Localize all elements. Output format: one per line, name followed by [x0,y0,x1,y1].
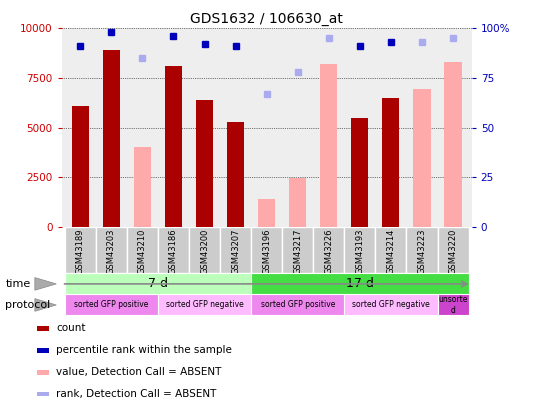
Bar [282,227,313,273]
Bar [65,273,251,294]
Bar [65,227,96,273]
Bar [413,89,430,227]
Bar [344,294,437,315]
Bar [251,294,344,315]
Text: GSM43193: GSM43193 [355,228,364,274]
Text: protocol: protocol [5,300,50,310]
Text: 7 d: 7 d [148,277,168,290]
Bar [444,62,461,227]
Text: sorted GFP negative: sorted GFP negative [352,301,430,309]
Text: value, Detection Call = ABSENT: value, Detection Call = ABSENT [56,367,222,377]
Bar [382,98,399,227]
Text: GSM43189: GSM43189 [76,228,85,274]
Text: 17 d: 17 d [346,277,374,290]
Text: GSM43196: GSM43196 [262,228,271,274]
Bar [36,348,49,353]
Bar [251,273,468,294]
Text: unsorte
d: unsorte d [438,295,468,315]
Bar [220,227,251,273]
Text: GSM43203: GSM43203 [107,228,116,274]
Bar [36,392,49,396]
Text: rank, Detection Call = ABSENT: rank, Detection Call = ABSENT [56,389,217,399]
Bar [158,227,189,273]
Bar [351,117,368,227]
Text: GSM43217: GSM43217 [293,228,302,274]
Text: GSM43223: GSM43223 [418,228,427,274]
Bar [134,147,151,227]
Bar [103,50,120,227]
Polygon shape [35,298,56,311]
Bar [251,227,282,273]
Text: count: count [56,324,86,333]
Bar [36,370,49,375]
Text: GSM43226: GSM43226 [324,228,333,274]
Bar [158,294,251,315]
Bar [127,227,158,273]
Bar [320,64,337,227]
Text: sorted GFP negative: sorted GFP negative [166,301,243,309]
Text: GSM43210: GSM43210 [138,228,147,273]
Text: GSM43200: GSM43200 [200,228,209,273]
Bar [437,227,468,273]
Text: sorted GFP positive: sorted GFP positive [260,301,335,309]
Bar [96,227,127,273]
Bar [437,294,468,315]
Text: GSM43214: GSM43214 [386,228,396,273]
Bar [165,66,182,227]
Text: percentile rank within the sample: percentile rank within the sample [56,345,232,355]
Title: GDS1632 / 106630_at: GDS1632 / 106630_at [190,12,343,26]
Bar [289,178,306,227]
Polygon shape [35,277,56,290]
Bar [227,122,244,227]
Bar [258,199,275,227]
Text: GSM43207: GSM43207 [231,228,240,274]
Text: time: time [5,279,31,289]
Bar [36,326,49,331]
Text: GSM43186: GSM43186 [169,228,178,274]
Bar [344,227,375,273]
Text: GSM43220: GSM43220 [449,228,458,273]
Text: sorted GFP positive: sorted GFP positive [74,301,148,309]
Bar [406,227,437,273]
Bar [375,227,406,273]
Bar [72,106,89,227]
Bar [196,100,213,227]
Bar [65,294,158,315]
Bar [313,227,344,273]
Bar [189,227,220,273]
